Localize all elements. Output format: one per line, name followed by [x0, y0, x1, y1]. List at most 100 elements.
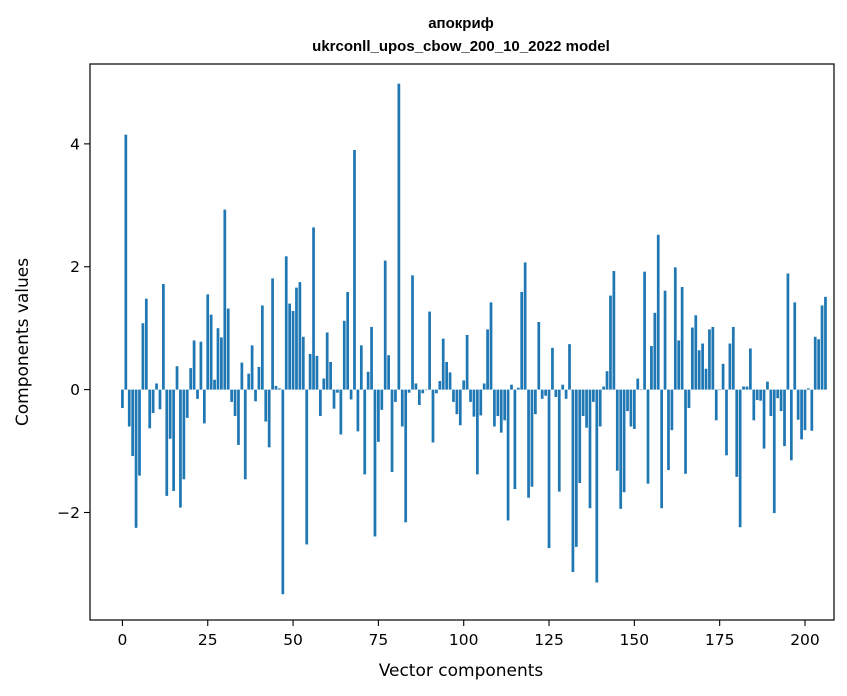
bar-38 — [250, 345, 254, 390]
bar-159 — [663, 290, 667, 390]
bar-67 — [349, 389, 353, 400]
bar-151 — [636, 378, 640, 390]
bar-63 — [336, 389, 339, 393]
bar-69 — [356, 389, 360, 432]
bar-32 — [230, 389, 233, 402]
bar-98 — [455, 389, 459, 415]
bar-126 — [551, 347, 554, 390]
bar-100 — [462, 380, 466, 390]
bar-89 — [424, 389, 428, 391]
bar-96 — [448, 372, 452, 390]
bar-53 — [301, 336, 305, 390]
bar-144 — [612, 271, 616, 390]
bar-78 — [387, 355, 390, 390]
bar-95 — [445, 361, 449, 390]
bar-44 — [271, 278, 274, 390]
bar-166 — [687, 389, 691, 409]
bar-29 — [220, 337, 223, 390]
bar-94 — [441, 338, 445, 390]
bar-136 — [585, 389, 588, 428]
bar-60 — [325, 332, 329, 390]
bar-134 — [578, 389, 582, 483]
bar-12 — [162, 283, 165, 390]
bar-192 — [776, 389, 780, 399]
bar-35 — [240, 362, 244, 390]
bar-25 — [206, 294, 210, 390]
bar-82 — [400, 389, 404, 427]
bar-128 — [557, 389, 561, 492]
bar-118 — [523, 262, 527, 390]
bar-91 — [431, 389, 435, 443]
bar-37 — [247, 373, 251, 390]
bar-148 — [626, 389, 629, 412]
bar-5 — [138, 389, 141, 476]
chart-subtitle: ukrconll_upos_cbow_200_10_2022 model — [312, 38, 610, 55]
bar-129 — [561, 384, 565, 390]
bar-24 — [202, 389, 206, 424]
bar-56 — [312, 227, 315, 390]
bar-10 — [155, 383, 158, 390]
bar-187 — [759, 389, 762, 401]
bar-106 — [482, 383, 486, 390]
bar-48 — [284, 256, 288, 390]
bar-165 — [684, 389, 687, 474]
bar-75 — [377, 389, 380, 442]
bar-45 — [274, 385, 278, 390]
bar-64 — [339, 389, 343, 435]
bar-202 — [810, 389, 814, 431]
bar-112 — [503, 389, 507, 421]
bar-79 — [390, 389, 394, 472]
bar-183 — [745, 386, 749, 390]
bar-103 — [472, 389, 476, 417]
bar-59 — [322, 378, 326, 390]
bar-52 — [298, 282, 302, 390]
bar-164 — [680, 287, 684, 390]
x-axis-ticks: 0 25 50 75 100 125 150 175 200 — [117, 620, 820, 649]
bar-23 — [199, 341, 203, 390]
bar-72 — [366, 371, 370, 390]
x-tick-label: 100 — [449, 631, 479, 649]
bar-154 — [646, 389, 650, 484]
bar-130 — [564, 389, 568, 399]
bar-28 — [216, 328, 220, 390]
bar-33 — [233, 389, 237, 417]
bar-116 — [516, 387, 520, 390]
bar-114 — [510, 384, 513, 390]
bar-81 — [397, 83, 401, 390]
bar-51 — [295, 287, 298, 390]
bar-8 — [148, 389, 152, 429]
bar-20 — [189, 368, 193, 390]
bar-139 — [595, 389, 599, 583]
bar-125 — [547, 389, 551, 549]
bar-119 — [527, 389, 530, 498]
bar-11 — [158, 389, 162, 410]
bar-19 — [185, 389, 189, 418]
bar-34 — [237, 389, 240, 445]
bar-87 — [417, 389, 421, 405]
x-tick-label: 175 — [705, 631, 735, 649]
bar-110 — [496, 389, 500, 417]
bar-92 — [435, 389, 438, 394]
bar-138 — [592, 389, 595, 402]
bar-80 — [394, 389, 397, 402]
bar-43 — [267, 389, 271, 448]
bar-46 — [278, 388, 281, 390]
bar-178 — [728, 343, 732, 390]
bar-93 — [438, 381, 442, 390]
chart-title: апокриф — [428, 15, 494, 32]
bar-101 — [465, 334, 469, 390]
bar-58 — [319, 389, 322, 417]
bar-171 — [704, 368, 708, 390]
bar-153 — [643, 271, 646, 390]
bar-205 — [820, 305, 824, 390]
x-axis-label: Vector components — [379, 661, 544, 681]
bar-149 — [629, 389, 633, 427]
bar-132 — [571, 389, 575, 573]
bar-131 — [568, 344, 571, 390]
bar-121 — [534, 389, 537, 415]
y-tick-label: 2 — [70, 258, 80, 276]
bar-182 — [742, 386, 745, 390]
bar-47 — [281, 389, 285, 595]
bar-68 — [353, 150, 356, 390]
